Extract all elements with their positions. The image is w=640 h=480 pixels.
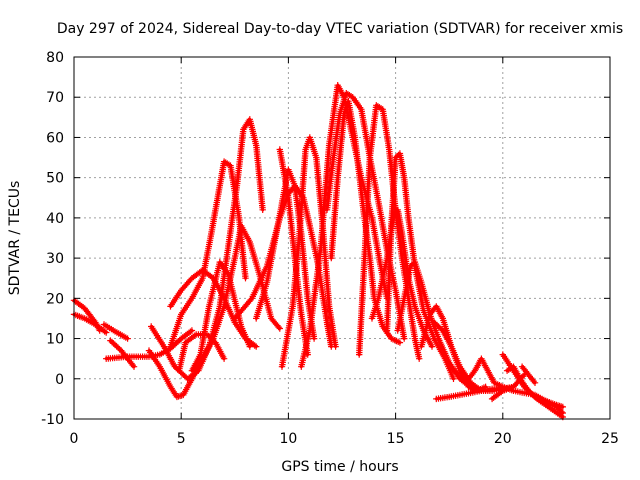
y-tick-label: 70 [46,90,64,106]
series-track [276,146,311,358]
series-track [100,321,131,342]
series-markers [276,146,311,358]
x-tick-label: 25 [601,431,619,447]
y-tick-label: 30 [46,251,64,267]
series-line [147,224,282,399]
series-markers [518,363,539,386]
series-track [148,116,266,382]
series-markers [145,222,283,401]
series-track [488,371,528,403]
series-track [518,363,539,386]
x-tick-label: 5 [177,431,186,447]
x-tick-label: 15 [387,431,405,447]
series-track [175,331,228,374]
y-tick-label: 20 [46,291,64,307]
series-markers [503,363,566,421]
series-markers [175,331,228,374]
series-markers [394,258,476,392]
y-tick-label: 40 [46,211,64,227]
y-tick-label: 10 [46,332,64,348]
series-markers [148,116,266,382]
series-markers [488,371,528,403]
y-axis-label: SDTVAR / TECUs [7,181,23,296]
series-track [145,222,283,401]
x-tick-label: 20 [494,431,512,447]
axis-ticks: 0 5 10 15 20 25 -10 0 10 20 30 40 50 60 70 80 [41,50,619,447]
series-markers [107,337,138,370]
plot-frame [73,56,611,420]
series-markers [383,150,457,382]
series-track [167,158,249,350]
series-markers [167,158,249,350]
y-tick-label: 80 [46,50,64,66]
y-tick-label: 50 [46,171,64,187]
data-series-layer [70,82,566,421]
y-tick-label: -10 [41,412,64,428]
y-tick-label: 60 [46,130,64,146]
series-markers [188,258,253,374]
x-tick-label: 0 [70,431,79,447]
y-tick-label: 0 [55,372,64,388]
series-track [383,150,457,382]
series-track [188,258,253,374]
chart-title: Day 297 of 2024, Sidereal Day-to-day VTE… [57,21,623,37]
x-axis-label: GPS time / hours [281,459,398,475]
series-track [394,258,476,392]
series-track [107,337,138,370]
series-markers [100,321,131,342]
x-tick-label: 10 [279,431,297,447]
series-track [503,363,566,421]
